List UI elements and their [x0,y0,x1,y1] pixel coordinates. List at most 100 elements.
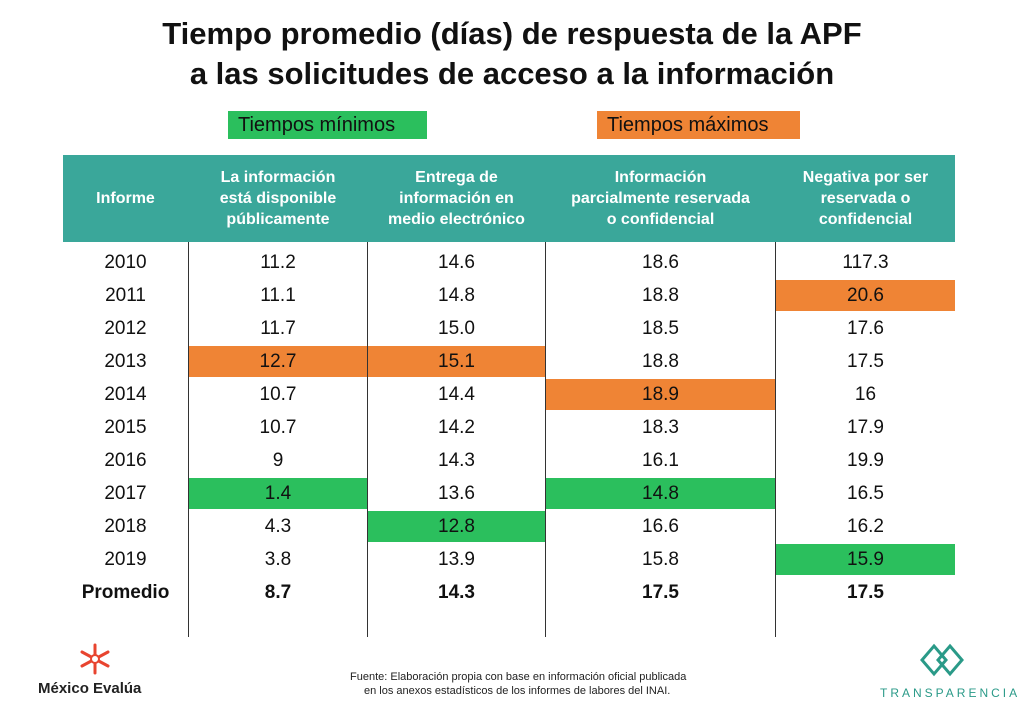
table-cell: 14.6 [438,252,475,273]
table-cell: 14.8 [438,285,475,306]
table-cell: 18.8 [642,285,679,306]
column-header-line: Negativa por ser [802,169,929,186]
table-cell: 1.4 [189,478,367,509]
table-cell: 18.9 [546,379,775,410]
column-header-line: Información [614,169,707,186]
table-cell: 15.1 [368,346,545,377]
table-cell: 17.5 [847,351,884,372]
table-cell: 15.9 [776,544,955,575]
column-divider [188,242,189,637]
average-row: Promedio 8.7 14.3 17.5 17.5 [63,576,955,609]
table-cell: 18.8 [642,351,679,372]
table-row: 2017 1.4 13.6 14.8 16.5 [63,477,955,510]
table-cell: 15.0 [438,318,475,339]
table-cell: 18.5 [642,318,679,339]
table-cell: 14.4 [438,384,475,405]
table-row: 2016 9 14.3 16.1 19.9 [63,444,955,477]
legend-max: Tiempos máximos [597,111,800,139]
column-header-line: La información [220,169,336,186]
table-cell: 11.7 [260,318,296,339]
transparencia-logo: TRANSPARENCIA [880,640,1021,706]
column-header-line: Informe [96,190,155,207]
table-cell: 12.8 [368,511,545,542]
table-cell: 18.6 [642,252,679,273]
table-header: Informe La información está disponible públ… [63,155,955,242]
column-header: Informe [63,155,188,242]
table-cell: 16.5 [847,483,884,504]
table-cell: 4.3 [264,516,292,537]
column-header-line: o confidencial [606,211,715,228]
row-year: 2013 [104,351,147,372]
table-row: 2010 11.2 14.6 18.6 117.3 [63,246,955,279]
row-year: 2016 [104,450,147,471]
row-year: 2012 [104,318,147,339]
table-cell: 14.2 [438,417,475,438]
table-cell: 17.6 [847,318,884,339]
column-header: La información está disponible públicament… [189,155,367,242]
table-cell: 17.9 [847,417,884,438]
table-row: 2013 12.7 15.1 18.8 17.5 [63,345,955,378]
row-year: 2010 [104,252,147,273]
row-year: 2017 [104,483,147,504]
column-header: Información parcialmente reservada o confi… [546,155,775,242]
table-cell: 19.9 [847,450,884,471]
column-header-line: información en [399,190,514,207]
table-row: 2012 11.7 15.0 18.5 17.6 [63,312,955,345]
table-cell: 11.1 [260,285,296,306]
average-value: 8.7 [264,582,292,603]
table-cell: 15.8 [642,549,679,570]
table-cell: 10.7 [259,384,297,405]
column-divider [367,242,368,637]
column-header-line: parcialmente reservada [571,190,750,207]
column-divider [545,242,546,637]
source-line-2: en los anexos estadísticos de los inform… [364,685,671,697]
table-cell: 14.3 [438,450,475,471]
column-divider [775,242,776,637]
table-cell: 12.7 [189,346,367,377]
legend-min: Tiempos mínimos [228,111,427,139]
column-header-line: medio electrónico [388,211,525,228]
row-year: 2018 [104,516,147,537]
row-year: 2011 [105,285,146,306]
average-value: 14.3 [438,582,475,603]
table-cell: 14.8 [546,478,775,509]
table-row: 2015 10.7 14.2 18.3 17.9 [63,411,955,444]
column-header-line: está disponible [219,190,337,207]
title-line-1: Tiempo promedio (días) de respuesta de l… [162,16,862,51]
source-note: Fuente: Elaboración propia con base en i… [350,670,730,698]
chart-title: Tiempo promedio (días) de respuesta de l… [0,14,1024,94]
transparencia-name: TRANSPARENCIA [880,686,1021,700]
column-header-line: reservada o [820,190,911,207]
table-cell: 10.7 [259,417,297,438]
row-year: 2014 [104,384,147,405]
table-cell: 13.6 [438,483,475,504]
table-cell: 16.6 [642,516,679,537]
table-row: 2014 10.7 14.4 18.9 16 [63,378,955,411]
column-header-line: públicamente [226,211,330,228]
table-row: 2018 4.3 12.8 16.6 16.2 [63,510,955,543]
mexico-evalua-name: México Evalúa [38,680,142,697]
table-cell: 18.3 [642,417,679,438]
table-row: 2011 11.1 14.8 18.8 20.6 [63,279,955,312]
table-cell: 16.1 [642,450,679,471]
table-cell: 117.3 [842,252,889,273]
table-cell: 9 [272,450,284,471]
row-year: 2019 [104,549,147,570]
average-label: Promedio [81,582,170,603]
table-cell: 11.2 [260,252,296,273]
average-value: 17.5 [847,582,884,603]
mexico-evalua-asterisk-icon [80,643,110,675]
table-cell: 16.2 [847,516,884,537]
table-cell: 13.9 [438,549,475,570]
table-row: 2019 3.8 13.9 15.8 15.9 [63,543,955,576]
table-cell: 20.6 [776,280,955,311]
row-year: 2015 [104,417,147,438]
mexico-evalua-logo: México Evalúa [38,642,158,702]
source-line-1: Fuente: Elaboración propia con base en i… [350,671,687,683]
title-line-2: a las solicitudes de acceso a la informa… [189,56,835,91]
column-header-line: Entrega de [415,169,498,186]
column-header-line: confidencial [818,211,913,228]
column-header: Negativa por ser reservada o confidencial [776,155,955,242]
table-cell: 16 [854,384,877,405]
column-header: Entrega de información en medio electrónic… [368,155,545,242]
